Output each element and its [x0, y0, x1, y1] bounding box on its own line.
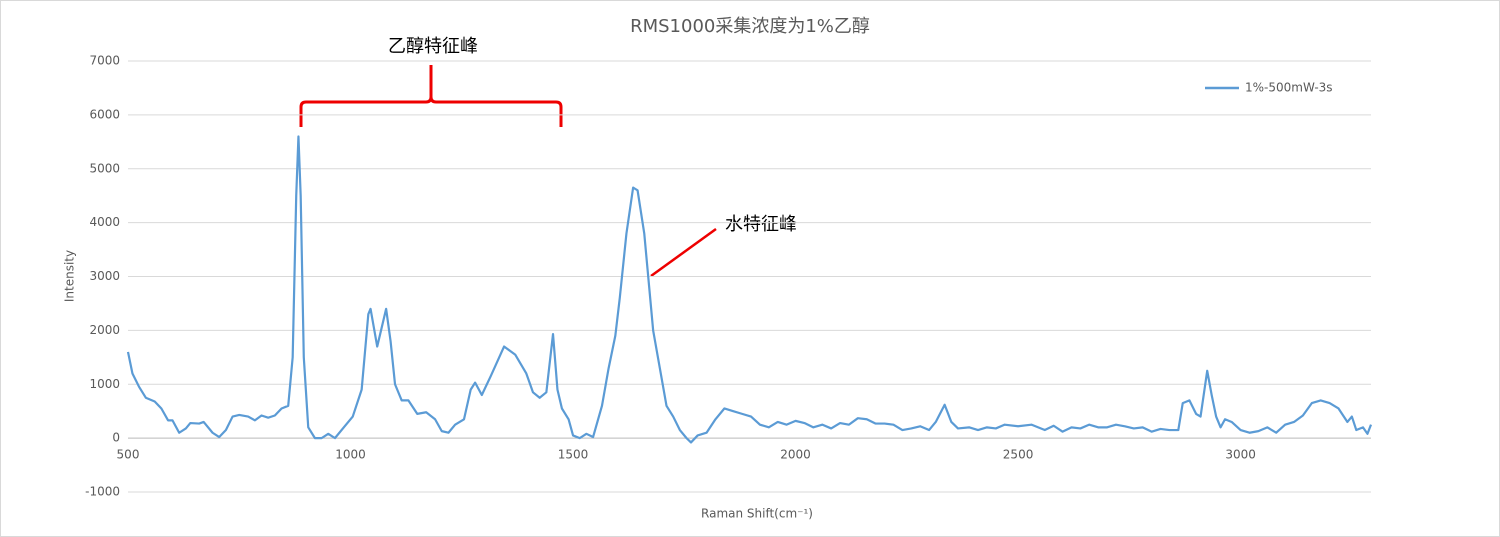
annotation: 水特征峰	[725, 214, 797, 235]
x-tick-label: 3000	[1225, 448, 1256, 462]
y-tick-label: 6000	[89, 107, 120, 121]
data-line	[126, 135, 1373, 444]
annotation: 乙醇特征峰	[388, 36, 478, 57]
y-axis-label: Intensity	[63, 250, 77, 302]
x-tick-label: 2500	[1003, 448, 1034, 462]
legend-label: 1%-500mW-3s	[1245, 81, 1333, 95]
y-tick-label: 0	[112, 431, 120, 445]
chart-title: RMS1000采集浓度为1%乙醇	[630, 16, 870, 37]
y-tick-label: 5000	[89, 161, 120, 175]
x-tick-label: 1000	[335, 448, 366, 462]
y-tick-label: 7000	[89, 54, 120, 68]
x-tick-label: 2000	[780, 448, 811, 462]
y-tick-label: 1000	[89, 377, 120, 391]
x-tick-label: 1500	[558, 448, 589, 462]
x-axis-label: Raman Shift(cm⁻¹)	[701, 507, 813, 521]
y-tick-label: -1000	[85, 485, 120, 499]
y-tick-label: 4000	[89, 215, 120, 229]
y-tick-label: 2000	[89, 323, 120, 337]
x-tick-label: 500	[117, 448, 140, 462]
y-tick-label: 3000	[89, 269, 120, 283]
water-pointer	[650, 227, 717, 278]
ethanol-bracket	[299, 65, 563, 127]
